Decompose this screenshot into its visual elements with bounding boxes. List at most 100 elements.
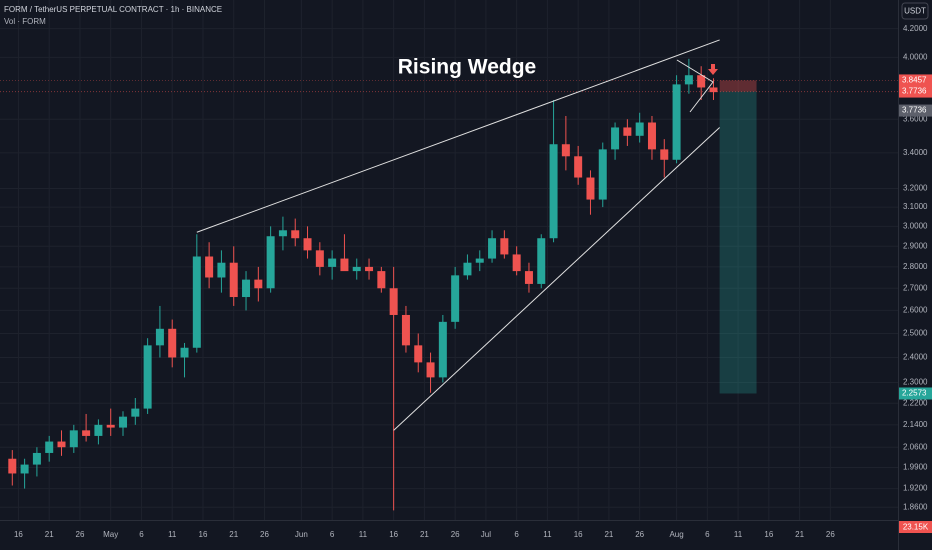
volume-label: 23.15K	[903, 523, 929, 532]
x-tick-label: 6	[330, 530, 335, 539]
y-tick-label: 3.4000	[903, 148, 928, 157]
candle-body	[168, 328, 177, 358]
arrow	[708, 64, 718, 75]
y-tick-label: 1.9900	[903, 463, 928, 472]
x-tick-label: 6	[139, 530, 144, 539]
candle-body	[512, 254, 521, 272]
trendline	[393, 127, 720, 431]
candle-body	[623, 127, 632, 136]
candle-body	[524, 271, 533, 284]
target-zone	[719, 91, 757, 394]
candle-body	[426, 362, 435, 378]
candle-body	[192, 256, 201, 348]
y-tick-label: 2.2200	[903, 398, 928, 407]
candle-body	[315, 250, 324, 267]
y-tick-label: 2.6000	[903, 306, 928, 315]
x-tick-label: 21	[604, 530, 613, 539]
candle-body	[57, 441, 66, 448]
candle-body	[254, 279, 263, 289]
x-tick-label: 11	[359, 530, 368, 539]
stop-label: 3.8457	[902, 76, 927, 85]
x-tick-label: 11	[734, 530, 743, 539]
x-tick-label: May	[103, 530, 118, 539]
x-tick-label: 16	[764, 530, 773, 539]
candle-body	[488, 238, 497, 259]
candle-body	[303, 238, 312, 251]
y-tick-label: 1.8600	[903, 502, 928, 511]
x-tick-label: 21	[229, 530, 238, 539]
x-tick-label: 11	[168, 530, 177, 539]
y-tick-label: 3.2000	[903, 184, 928, 193]
y-tick-label: 4.2000	[903, 24, 928, 33]
x-tick-label: 6	[705, 530, 710, 539]
candle-body	[69, 430, 78, 448]
y-tick-label: 2.3000	[903, 378, 928, 387]
entry-label-box	[899, 85, 932, 98]
stop-label-box	[899, 74, 932, 87]
candle-body	[365, 266, 374, 272]
candle-body	[475, 258, 484, 263]
trendline	[196, 39, 720, 233]
candle-body	[266, 236, 275, 289]
candle-body	[561, 144, 570, 157]
candle-body	[660, 149, 669, 160]
annotation: Rising Wedge	[398, 56, 536, 79]
candle-body	[217, 262, 226, 278]
y-tick-label: 3.6000	[903, 114, 928, 123]
candle-body	[574, 156, 583, 178]
candle-body	[500, 238, 509, 255]
candle-body	[549, 144, 558, 239]
chart-subtitle: Vol · FORM	[4, 17, 46, 26]
candle-body	[586, 177, 595, 200]
last-price-label: 3.7736	[902, 106, 927, 115]
candle-body	[611, 127, 620, 150]
x-tick-label: 26	[76, 530, 85, 539]
candle-body	[451, 275, 460, 322]
candle-body	[352, 266, 361, 272]
target-label: 2.2573	[902, 389, 927, 398]
marks	[0, 39, 898, 511]
volume-label-box	[899, 521, 932, 533]
candle-body	[119, 416, 128, 428]
candle-body	[94, 424, 103, 436]
candle-body	[635, 122, 644, 136]
y-tick-label: 2.7000	[903, 283, 928, 292]
y-tick-label: 2.8000	[903, 262, 928, 271]
candle-body	[205, 256, 214, 278]
grid	[0, 0, 898, 520]
currency-button[interactable]	[901, 2, 929, 20]
candle-body	[8, 458, 17, 474]
x-tick-label: 16	[389, 530, 398, 539]
candle-body	[278, 230, 287, 237]
x-tick-label: 16	[14, 530, 23, 539]
candle-body	[598, 149, 607, 200]
currency-label: USDT	[904, 7, 926, 16]
candle-body	[20, 464, 29, 474]
candle-body	[155, 328, 164, 346]
x-tick-label: 6	[514, 530, 519, 539]
x-tick-label: 26	[451, 530, 460, 539]
x-tick-label: 21	[45, 530, 54, 539]
candle-body	[131, 408, 140, 417]
y-tick-label: 2.0600	[903, 442, 928, 451]
x-tick-label: 26	[826, 530, 835, 539]
candle-body	[463, 262, 472, 276]
candle-body	[82, 430, 91, 436]
x-tick-label: 16	[199, 530, 208, 539]
x-tick-label: Aug	[669, 530, 683, 539]
candle-body	[438, 321, 447, 378]
last-price-label-box	[899, 104, 932, 117]
candle-body	[106, 424, 115, 428]
target-label-box	[899, 387, 932, 400]
candle-body	[672, 84, 681, 160]
pennant	[676, 59, 714, 113]
y-tick-label: 3.1000	[903, 202, 928, 211]
x-tick-label: 11	[543, 530, 552, 539]
x-tick-label: 26	[260, 530, 269, 539]
y-tick-label: 2.9000	[903, 241, 928, 250]
x-tick-label: 16	[574, 530, 583, 539]
y-tick-label: 3.0000	[903, 221, 928, 230]
candle-body	[697, 75, 706, 88]
